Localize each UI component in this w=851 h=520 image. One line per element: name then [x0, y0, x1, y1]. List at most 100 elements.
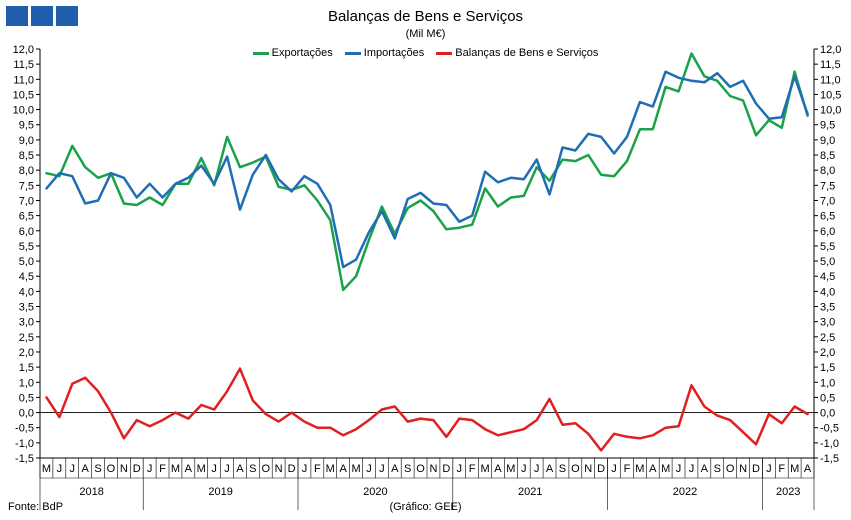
month-label: N	[739, 463, 747, 475]
month-label: O	[107, 463, 116, 475]
month-label: M	[326, 463, 335, 475]
chart-credit: (Gráfico: GEE)	[389, 501, 462, 513]
y-tick-label-right: 1,5	[820, 362, 835, 374]
year-label: 2021	[518, 486, 542, 498]
legend-item-exportacoes: Exportações	[252, 47, 333, 59]
y-tick-label-left: 4,0	[19, 286, 34, 298]
month-label: S	[94, 463, 101, 475]
source-note: Fonte: BdP	[8, 501, 64, 513]
month-label: M	[661, 463, 670, 475]
month-label: J	[521, 463, 527, 475]
y-tick-label-right: 6,0	[820, 226, 835, 238]
month-label: A	[339, 463, 347, 475]
y-tick-label-left: 5,0	[19, 256, 34, 268]
month-label: F	[469, 463, 476, 475]
y-tick-label-left: 11,5	[13, 59, 34, 71]
legend-swatch-exportacoes	[252, 51, 269, 55]
y-tick-label-right: 0,0	[820, 408, 835, 420]
y-tick-label-left: 3,0	[19, 317, 34, 329]
y-tick-label-right: 4,5	[820, 271, 835, 283]
month-label: O	[261, 463, 270, 475]
month-label: M	[351, 463, 360, 475]
month-label: A	[494, 463, 502, 475]
month-label: J	[302, 463, 308, 475]
y-tick-label-right: 11,0	[820, 74, 841, 86]
legend-item-importacoes: Importações	[344, 47, 425, 59]
y-tick-label-left: 9,0	[19, 135, 34, 147]
month-label: F	[159, 463, 166, 475]
month-label: A	[804, 463, 812, 475]
y-tick-label-left: 3,5	[19, 302, 34, 314]
month-label: J	[147, 463, 153, 475]
y-tick-label-left: -1,5	[15, 453, 34, 465]
month-label: D	[752, 463, 760, 475]
month-label: N	[275, 463, 283, 475]
month-label: J	[57, 463, 63, 475]
y-tick-label-right: 2,0	[820, 347, 835, 359]
chart-title: Balanças de Bens e Serviços	[327, 8, 524, 25]
y-tick-label-right: 10,0	[820, 105, 841, 117]
month-label: J	[211, 463, 217, 475]
y-tick-label-right: 3,5	[820, 302, 835, 314]
month-label: F	[624, 463, 631, 475]
logo-block-1	[6, 6, 28, 26]
year-label: 2023	[776, 486, 800, 498]
y-tick-label-left: 2,0	[19, 347, 34, 359]
series-line-exportacoes	[45, 52, 809, 292]
legend-label-importacoes: Importações	[363, 47, 425, 59]
month-label: J	[611, 463, 617, 475]
y-tick-label-left: 6,0	[19, 226, 34, 238]
y-tick-label-right: 3,0	[820, 317, 835, 329]
logo-block-3	[56, 6, 78, 26]
y-tick-label-left: 2,5	[19, 332, 34, 344]
chart-legend: Exportações Importações Balanças de Bens…	[0, 47, 851, 59]
y-tick-label-right: 1,0	[820, 377, 835, 389]
y-tick-label-left: -0,5	[15, 423, 34, 435]
month-label: M	[506, 463, 515, 475]
month-label: J	[70, 463, 76, 475]
month-label: S	[559, 463, 566, 475]
y-tick-label-right: 2,5	[820, 332, 835, 344]
year-label: 2020	[363, 486, 387, 498]
month-label: J	[457, 463, 463, 475]
y-tick-label-left: 4,5	[19, 271, 34, 283]
y-tick-label-left: -1,0	[15, 438, 34, 450]
y-tick-label-right: -0,5	[820, 423, 839, 435]
y-tick-label-left: 8,5	[19, 150, 34, 162]
year-label: 2018	[79, 486, 103, 498]
y-tick-label-left: 5,5	[19, 241, 34, 253]
y-tick-label-left: 9,5	[19, 120, 34, 132]
month-label: F	[778, 463, 785, 475]
y-tick-label-left: 6,5	[19, 211, 34, 223]
y-tick-label-right: 4,0	[820, 286, 835, 298]
month-label: F	[314, 463, 321, 475]
month-label: J	[379, 463, 385, 475]
gee-logo	[6, 6, 78, 26]
month-label: O	[571, 463, 580, 475]
month-label: N	[429, 463, 437, 475]
legend-swatch-importacoes	[344, 51, 361, 55]
month-label: S	[249, 463, 256, 475]
month-label: A	[185, 463, 193, 475]
y-tick-label-left: 10,0	[13, 105, 34, 117]
y-tick-label-right: -1,5	[820, 453, 839, 465]
month-label: J	[224, 463, 230, 475]
legend-swatch-balanca	[436, 51, 453, 55]
month-label: J	[366, 463, 372, 475]
year-label: 2022	[673, 486, 697, 498]
y-tick-label-left: 11,0	[13, 74, 34, 86]
y-tick-label-left: 10,5	[13, 89, 34, 101]
y-tick-label-right: -1,0	[820, 438, 839, 450]
month-label: S	[714, 463, 721, 475]
y-tick-label-right: 0,5	[820, 392, 835, 404]
month-label: J	[689, 463, 695, 475]
legend-label-balanca: Balanças de Bens e Serviços	[455, 47, 599, 59]
month-label: A	[81, 463, 89, 475]
legend-label-exportacoes: Exportações	[271, 47, 333, 59]
y-tick-label-right: 7,0	[820, 195, 835, 207]
month-label: M	[480, 463, 489, 475]
y-tick-label-left: 0,0	[19, 408, 34, 420]
y-tick-label-right: 5,0	[820, 256, 835, 268]
year-label: 2019	[208, 486, 232, 498]
